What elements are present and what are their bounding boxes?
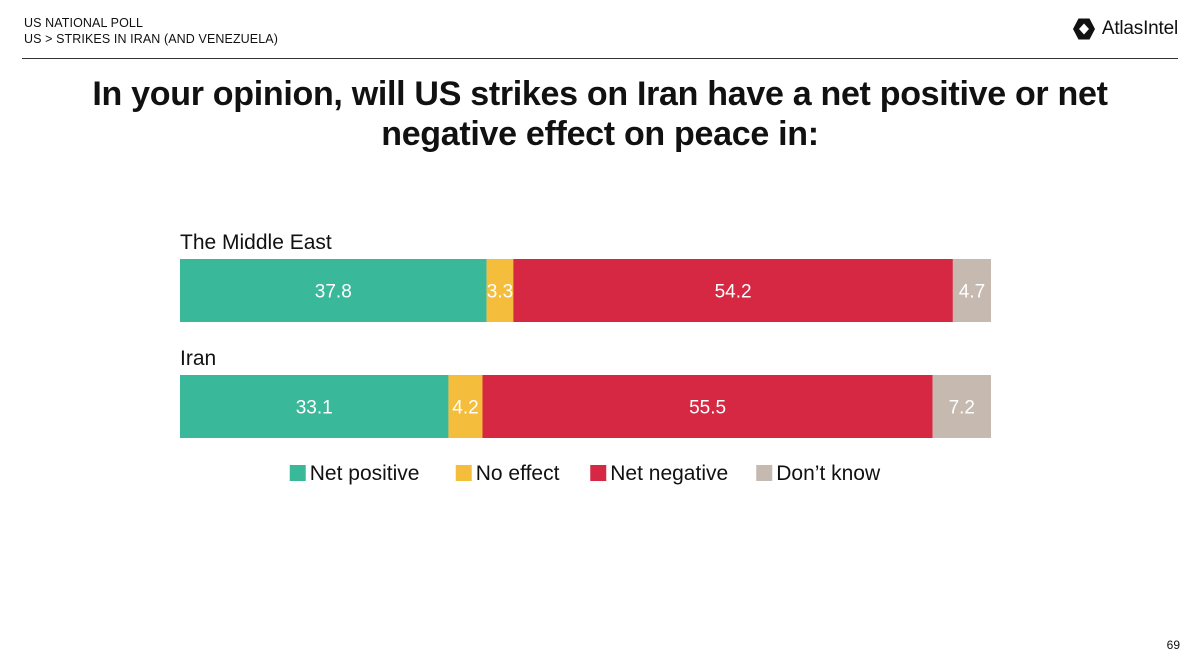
bar-iran-net-positive — [180, 375, 449, 438]
legend-swatch-net-positive — [289, 465, 306, 481]
bar-the-middle-east-net-negative — [513, 259, 953, 322]
data-label-the-middle-east-don-t-know: 4.7 — [959, 282, 985, 303]
legend-label-no-effect: No effect — [476, 462, 560, 485]
chart-title: In your opinion, will US strikes on Iran… — [92, 75, 1108, 153]
brand-logo: AtlasIntel — [1072, 17, 1178, 41]
legend-swatch-no-effect — [455, 465, 472, 481]
bar-iran-no-effect — [448, 375, 483, 438]
category-label-the-middle-east: The Middle East — [180, 231, 332, 254]
data-label-iran-net-negative: 55.5 — [689, 398, 726, 419]
bar-iran-net-negative — [482, 375, 933, 438]
bar-the-middle-east-no-effect — [486, 259, 514, 322]
data-label-the-middle-east-net-negative: 54.2 — [715, 282, 752, 303]
data-label-iran-don-t-know: 7.2 — [949, 398, 975, 419]
legend-label-don-t-know: Don’t know — [776, 462, 881, 485]
data-label-the-middle-east-net-positive: 37.8 — [315, 282, 352, 303]
bar-iran-don-t-know — [932, 375, 991, 438]
legend-swatch-don-t-know — [756, 465, 773, 481]
legend-swatch-net-negative — [590, 465, 607, 481]
header-divider — [22, 58, 1178, 59]
poll-header: US NATIONAL POLL US > STRIKES IN IRAN (A… — [24, 15, 278, 47]
brand-name: AtlasIntel — [1101, 18, 1178, 39]
data-label-the-middle-east-no-effect: 3.3 — [487, 282, 513, 303]
bar-the-middle-east-don-t-know — [952, 259, 991, 322]
atlasintel-logo-icon — [1072, 18, 1095, 40]
legend-label-net-positive: Net positive — [310, 462, 420, 485]
page-number: 69 — [1166, 638, 1180, 652]
category-label-iran: Iran — [180, 347, 216, 370]
data-label-iran-no-effect: 4.2 — [452, 398, 478, 419]
legend-label-net-negative: Net negative — [610, 462, 728, 485]
data-label-iran-net-positive: 33.1 — [296, 398, 333, 419]
poll-breadcrumb: US > STRIKES IN IRAN (AND VENEZUELA) — [24, 32, 278, 46]
bar-the-middle-east-net-positive — [180, 259, 487, 322]
poll-name: US NATIONAL POLL — [24, 16, 143, 30]
